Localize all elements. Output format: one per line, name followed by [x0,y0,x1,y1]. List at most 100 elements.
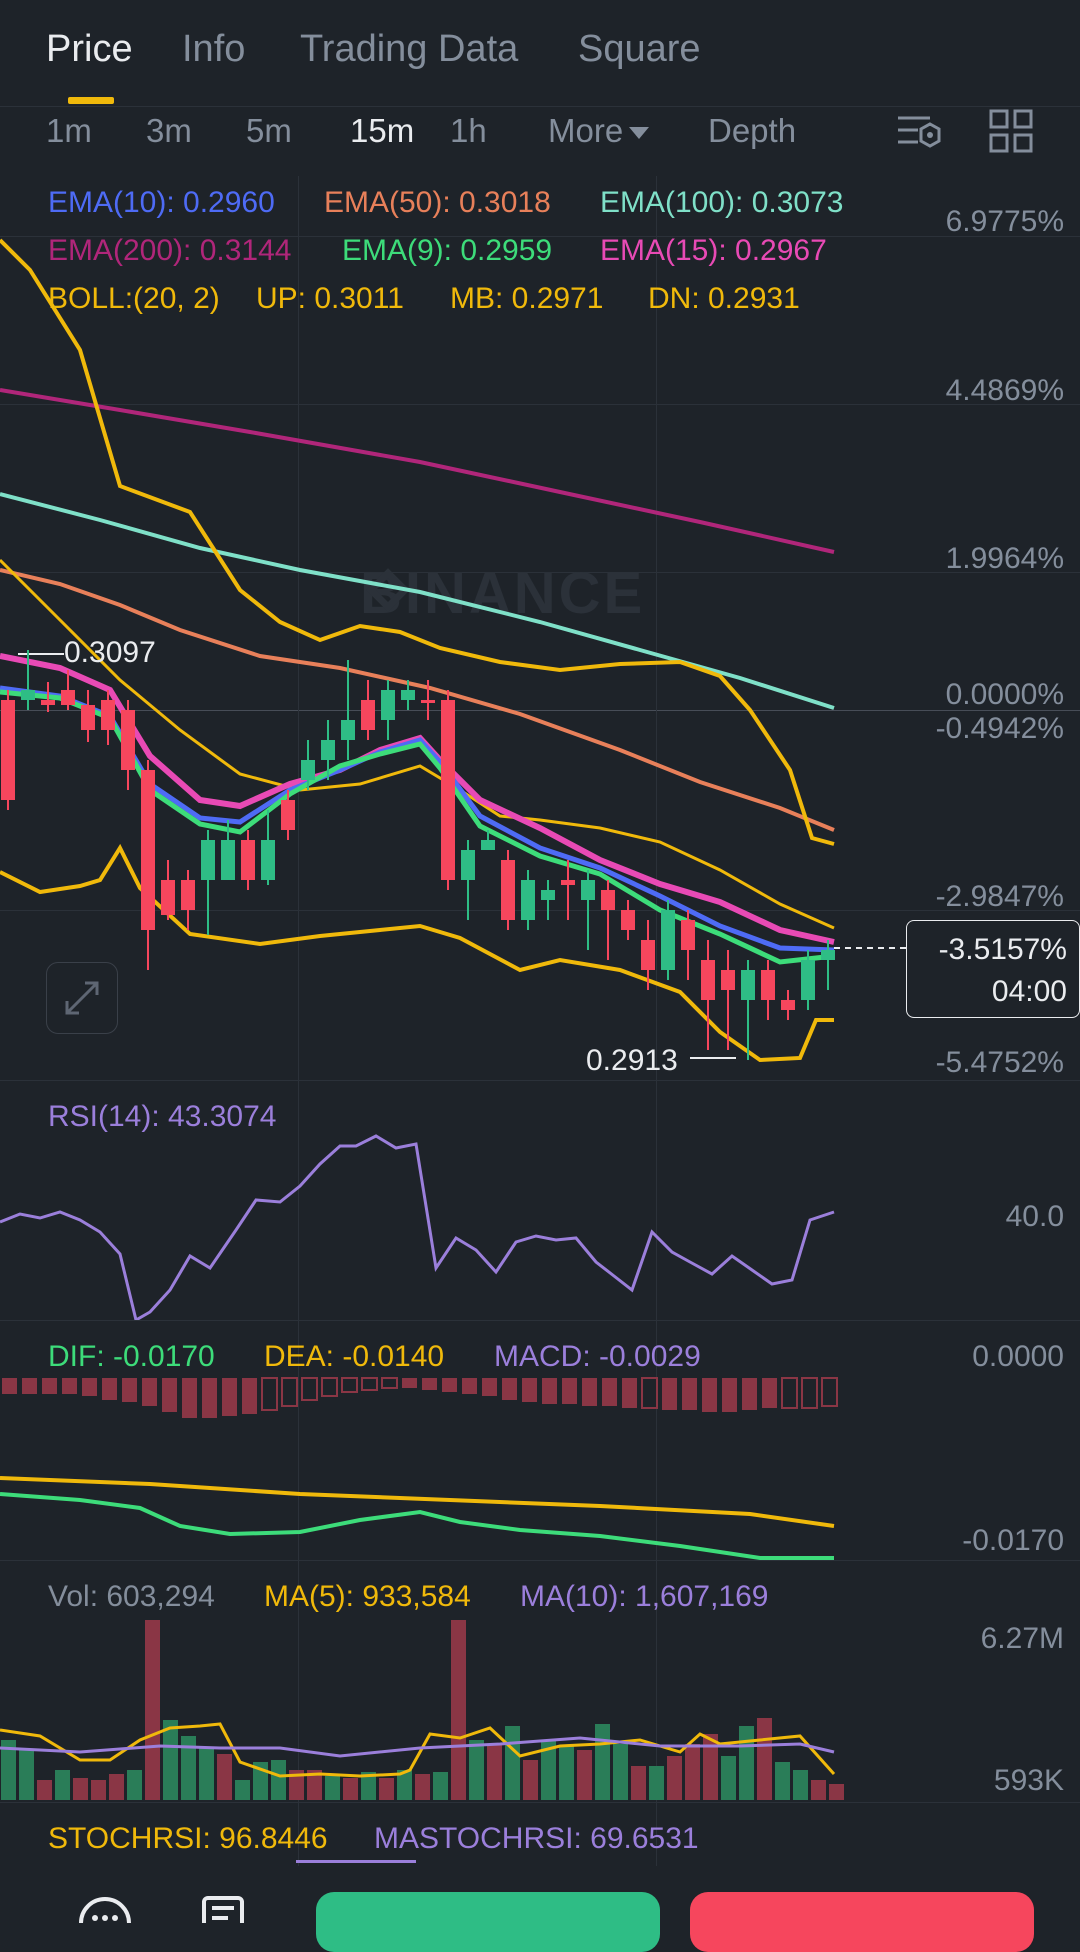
macd-histogram-bar [762,1378,777,1408]
volume-bar [685,1744,700,1800]
macd-chart[interactable] [0,1320,1080,1560]
candle-body [821,950,835,960]
macd-histogram-bar [522,1378,537,1402]
candle-body [201,840,215,880]
macd-histogram-bar [622,1378,637,1408]
volume-bar [307,1770,322,1800]
binance-watermark: BINANCE [360,560,645,627]
price-chart[interactable] [0,176,1080,1080]
candle-body [81,705,95,730]
volume-bar [559,1746,574,1800]
interval-bar: 1m 3m 5m 15m 1h More Depth [0,108,1080,172]
interval-1m[interactable]: 1m [46,112,92,149]
macd-histogram-bar [122,1378,137,1402]
more-intervals-dropdown[interactable]: More [548,112,650,150]
axis-label: -2.9847% [935,880,1064,913]
candle-body [101,700,115,730]
candle-body [601,890,615,910]
candle-body [561,880,575,885]
macd-histogram-bar [662,1378,677,1410]
macd-histogram-bar [781,1377,798,1409]
volume-bar [55,1770,70,1800]
macd-histogram-bar [242,1378,257,1414]
macd-axis-top: 0.0000 [972,1340,1064,1373]
depth-tab[interactable]: Depth [708,112,797,149]
legend-ema15: EMA(15): 0.2967 [600,234,827,267]
volume-bar [811,1780,826,1800]
macd-histogram-bar [202,1378,217,1418]
macd-histogram-bar [2,1378,17,1394]
candle-body [781,1000,795,1010]
macd-histogram-bar [422,1378,437,1390]
candle-body [61,690,75,705]
rsi-axis-label: 40.0 [1005,1200,1064,1233]
macd-histogram-bar [462,1378,477,1394]
candle-body [181,880,195,910]
binance-logo-icon [366,568,410,612]
axis-label: 4.4869% [945,374,1064,407]
orders-icon[interactable] [200,1896,246,1923]
volume-bar [181,1736,196,1800]
legend-ema50: EMA(50): 0.3018 [324,186,551,219]
volume-bar [757,1718,772,1800]
buy-button[interactable] [316,1892,660,1952]
rsi-chart[interactable] [0,1080,1080,1320]
volume-bar [145,1620,160,1800]
indicator-settings-icon[interactable] [894,108,942,156]
gridline [0,572,1080,573]
volume-bar [649,1766,664,1800]
volume-bar [361,1772,376,1800]
volume-bar [73,1778,88,1800]
candle-body [41,700,55,705]
macd-histogram-bar [22,1378,37,1394]
volume-bar [595,1724,610,1800]
candle-body [341,720,355,740]
more-label: More [548,112,624,149]
macd-histogram-bar [102,1378,117,1400]
interval-1h[interactable]: 1h [450,112,487,149]
candle-body [1,700,15,800]
volume-bar [793,1770,808,1800]
gridline [0,910,1080,911]
volume-bar [37,1780,52,1800]
tab-info[interactable]: Info [182,28,246,70]
gridline [0,404,1080,405]
macd-histogram-bar [602,1378,617,1406]
interval-3m[interactable]: 3m [146,112,192,149]
volume-ma5-line [0,1722,836,1778]
macd-histogram-bar [742,1378,757,1410]
volume-bar [667,1756,682,1800]
more-menu-icon[interactable] [78,1896,132,1923]
volume-bar [217,1754,232,1800]
legend-ema100: EMA(100): 0.3073 [600,186,844,219]
tab-price[interactable]: Price [46,28,133,70]
sell-button[interactable] [690,1892,1034,1952]
interval-15m[interactable]: 15m [350,112,415,149]
candle-body [661,910,675,970]
macd-histogram-bar [801,1377,818,1409]
expand-chart-button[interactable] [46,962,118,1034]
volume-chart[interactable] [0,1560,1080,1802]
low-price-callout: 0.2913 [586,1044,678,1077]
macd-histogram-bar [222,1378,237,1416]
axis-label: 1.9964% [945,542,1064,575]
tab-trading-data[interactable]: Trading Data [300,28,519,70]
tab-square[interactable]: Square [578,28,701,70]
grid-layout-icon[interactable] [988,108,1034,154]
candle-body [281,800,295,830]
volume-axis-top: 6.27M [980,1622,1064,1655]
baseline-zero [0,710,1080,711]
candle-body [301,760,315,780]
rsi-legend: RSI(14): 43.3074 [48,1100,277,1133]
boll-upper-line [0,238,835,846]
candle-body [761,970,775,1000]
interval-5m[interactable]: 5m [246,112,292,149]
volume-bar [91,1780,106,1800]
macd-histogram-bar [821,1377,838,1407]
vertical-gridline [656,176,657,1866]
volume-bar [397,1770,412,1800]
volume-bar [343,1778,358,1800]
candle-body [581,880,595,900]
macd-histogram-bar [341,1377,358,1393]
ema50-line [0,568,835,832]
